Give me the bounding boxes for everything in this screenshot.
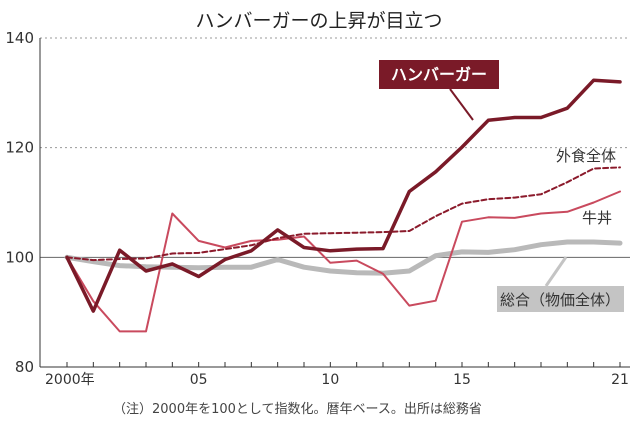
x-tick-label: 21 bbox=[611, 372, 629, 388]
callouts: ハンバーガー 外食全体 牛丼 総合（物価全体） bbox=[379, 60, 624, 312]
y-tick-label: 120 bbox=[5, 139, 34, 157]
sogo-callout-label: 総合（物価全体） bbox=[500, 291, 620, 309]
x-tick-label: 15 bbox=[453, 372, 471, 388]
y-tick-label: 100 bbox=[5, 248, 34, 266]
hamburger-callout-pointer bbox=[449, 88, 474, 121]
axes: 80 100 120 140 2000年 05 10 15 21 bbox=[5, 29, 630, 388]
chart-title: ハンバーガーの上昇が目立つ bbox=[195, 10, 442, 32]
x-tick-label: 10 bbox=[321, 372, 339, 388]
series-line-3 bbox=[65, 78, 622, 313]
y-tick-label: 140 bbox=[5, 29, 34, 47]
series-line-2 bbox=[66, 166, 621, 262]
hamburger-callout-label: ハンバーガー bbox=[391, 65, 487, 84]
chart-note: （注）2000年を100として指数化。暦年ベース。出所は総務省 bbox=[113, 402, 482, 417]
sogo-callout-box bbox=[497, 286, 624, 312]
sogo-callout-pointer bbox=[544, 256, 568, 287]
x-tick-label: 05 bbox=[190, 372, 208, 388]
hamburger-callout-box bbox=[379, 60, 499, 89]
series-line-1 bbox=[66, 190, 621, 333]
grid bbox=[40, 37, 630, 258]
y-tick-label: 80 bbox=[15, 358, 34, 376]
gaishoku-label: 外食全体 bbox=[556, 147, 616, 165]
x-tick-label: 2000年 bbox=[45, 372, 95, 388]
series-layer bbox=[64, 78, 623, 333]
gyudon-label: 牛丼 bbox=[582, 209, 612, 227]
